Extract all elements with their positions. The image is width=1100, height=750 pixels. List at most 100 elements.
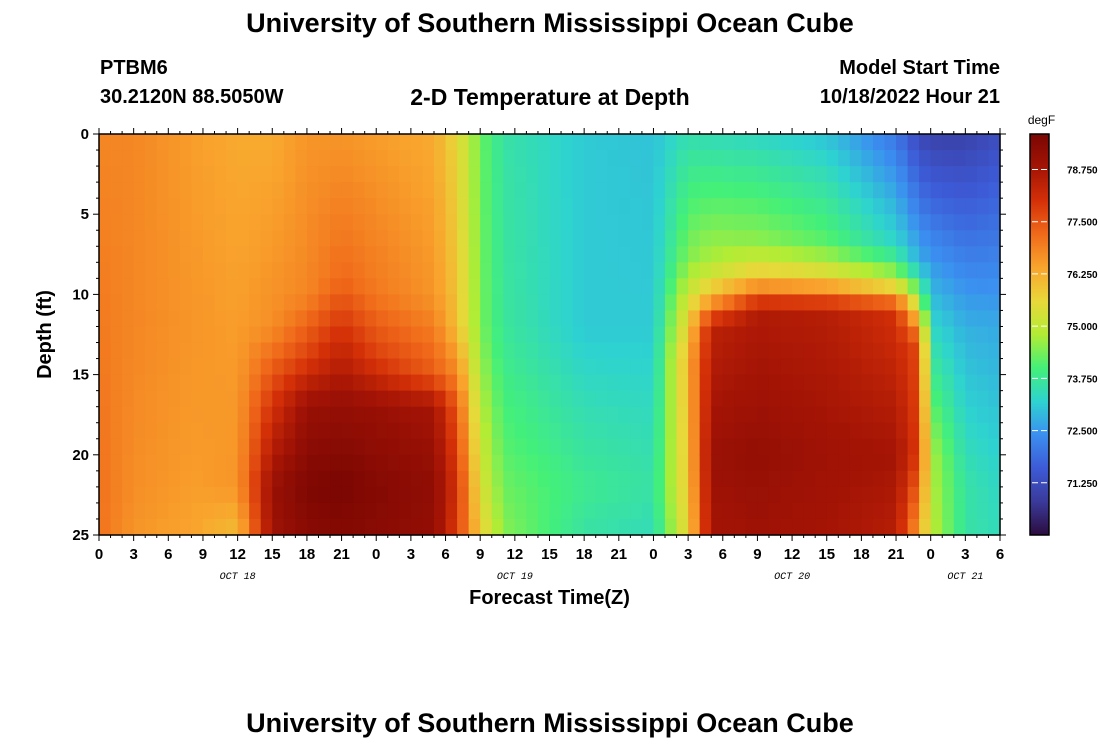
heatmap-cell bbox=[133, 134, 146, 151]
heatmap-cell bbox=[457, 342, 470, 360]
heatmap-cell bbox=[295, 374, 308, 392]
heatmap-cell bbox=[872, 502, 886, 520]
heatmap-cell bbox=[133, 358, 146, 376]
heatmap-cell bbox=[665, 198, 678, 215]
heatmap-cell bbox=[503, 262, 516, 279]
heatmap-cell bbox=[295, 166, 308, 183]
heatmap-cell bbox=[653, 182, 666, 199]
x-tick-label: 6 bbox=[164, 546, 172, 563]
heatmap-cell bbox=[514, 326, 527, 344]
heatmap-cell bbox=[618, 198, 631, 215]
heatmap-cell bbox=[318, 262, 331, 279]
heatmap-cell bbox=[214, 230, 227, 247]
heatmap-cell bbox=[896, 342, 909, 360]
heatmap-cell bbox=[491, 262, 504, 279]
heatmap-cell bbox=[480, 310, 493, 328]
heatmap-cell bbox=[133, 166, 146, 183]
heatmap-cell bbox=[607, 406, 620, 424]
heatmap-cell bbox=[272, 502, 285, 520]
heatmap-cell bbox=[445, 246, 458, 263]
heatmap-cell bbox=[942, 390, 955, 408]
heatmap-cell bbox=[768, 438, 782, 456]
heatmap-cell bbox=[226, 422, 239, 440]
heatmap-cell bbox=[942, 150, 955, 167]
heatmap-cell bbox=[549, 502, 562, 520]
heatmap-cell bbox=[757, 150, 770, 167]
heatmap-cell bbox=[965, 486, 978, 504]
heatmap-cell bbox=[202, 182, 216, 199]
heatmap-cell bbox=[792, 438, 805, 456]
heatmap-cell bbox=[202, 342, 216, 360]
heatmap-cell bbox=[480, 374, 493, 392]
heatmap-cell bbox=[249, 502, 262, 520]
heatmap-cell bbox=[295, 518, 308, 536]
heatmap-cell bbox=[838, 150, 851, 167]
heatmap-cell bbox=[988, 502, 1001, 520]
heatmap-cell bbox=[919, 422, 932, 440]
heatmap-cell bbox=[364, 150, 377, 167]
heatmap-cell bbox=[618, 246, 631, 263]
heatmap-cell bbox=[272, 470, 285, 488]
heatmap-cell bbox=[595, 198, 608, 215]
heatmap-cell bbox=[976, 182, 990, 199]
heatmap-cell bbox=[526, 518, 539, 536]
heatmap-cell bbox=[353, 518, 366, 536]
heatmap-cell bbox=[457, 454, 470, 472]
heatmap-cell bbox=[584, 358, 597, 376]
heatmap-cell bbox=[919, 454, 932, 472]
heatmap-cell bbox=[122, 166, 135, 183]
heatmap-cell bbox=[653, 502, 666, 520]
heatmap-cell bbox=[295, 342, 308, 360]
heatmap-cell bbox=[826, 278, 839, 295]
heatmap-cell bbox=[133, 486, 146, 504]
heatmap-cell bbox=[618, 518, 631, 536]
heatmap-cell bbox=[272, 262, 285, 279]
heatmap-cell bbox=[595, 454, 608, 472]
heatmap-cell bbox=[630, 438, 643, 456]
heatmap-cell bbox=[283, 150, 296, 167]
heatmap-cell bbox=[179, 230, 193, 247]
heatmap-cell bbox=[168, 198, 181, 215]
heatmap-cell bbox=[584, 422, 597, 440]
heatmap-cell bbox=[838, 294, 851, 312]
heatmap-cell bbox=[226, 454, 239, 472]
heatmap-cell bbox=[122, 358, 135, 376]
heatmap-cell bbox=[422, 326, 435, 344]
heatmap-cell bbox=[872, 278, 886, 295]
heatmap-cell bbox=[191, 374, 204, 392]
heatmap-cell bbox=[953, 278, 966, 295]
heatmap-cell bbox=[688, 150, 701, 167]
heatmap-cell bbox=[110, 294, 123, 312]
heatmap-cell bbox=[849, 134, 862, 151]
heatmap-cell bbox=[838, 198, 851, 215]
heatmap-cell bbox=[226, 390, 239, 408]
heatmap-cell bbox=[156, 278, 169, 295]
heatmap-cell bbox=[884, 518, 897, 536]
heatmap-cell bbox=[353, 198, 366, 215]
heatmap-cell bbox=[214, 246, 227, 263]
heatmap-cell bbox=[630, 326, 643, 344]
heatmap-cell bbox=[872, 438, 886, 456]
heatmap-cell bbox=[607, 358, 620, 376]
heatmap-cell bbox=[387, 470, 400, 488]
heatmap-cell bbox=[341, 166, 354, 183]
heatmap-cell bbox=[191, 150, 204, 167]
heatmap-cell bbox=[156, 182, 169, 199]
heatmap-cell bbox=[364, 294, 377, 312]
heatmap-cell bbox=[399, 390, 412, 408]
heatmap-cell bbox=[976, 166, 990, 183]
heatmap-cell bbox=[214, 454, 227, 472]
heatmap-cell bbox=[722, 422, 735, 440]
heatmap-cell bbox=[630, 198, 643, 215]
heatmap-cell bbox=[792, 246, 805, 263]
heatmap-cell bbox=[872, 246, 886, 263]
heatmap-cell bbox=[272, 294, 285, 312]
heatmap-cell bbox=[595, 310, 608, 328]
heatmap-cell bbox=[780, 374, 793, 392]
heatmap-cell bbox=[202, 150, 216, 167]
heatmap-cell bbox=[653, 326, 666, 344]
heatmap-cell bbox=[930, 486, 943, 504]
heatmap-cell bbox=[595, 246, 608, 263]
heatmap-cell bbox=[110, 358, 123, 376]
colorbar-scale bbox=[1029, 133, 1050, 536]
